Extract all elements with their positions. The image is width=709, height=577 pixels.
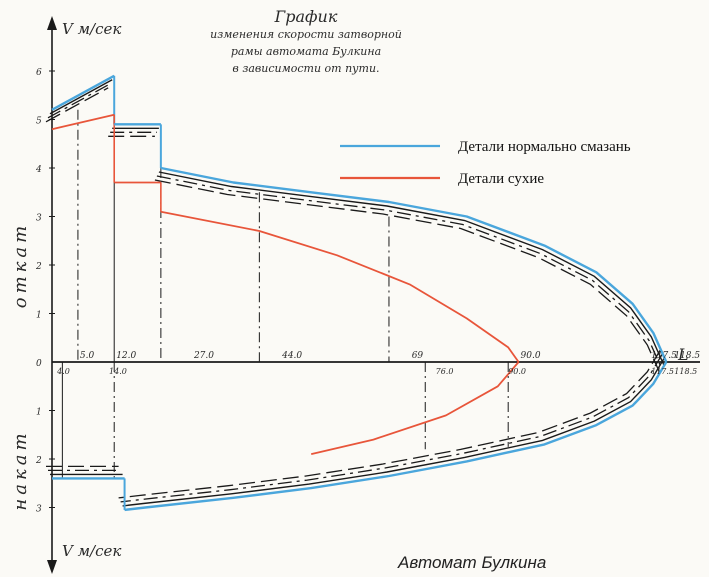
legend-label: Детали сухие: [458, 171, 544, 187]
x-tick-label-top: 12.0: [116, 351, 136, 361]
chart-subtitle-line: изменения скорости затворной: [210, 28, 402, 41]
y-tick-label-bottom: 1: [36, 408, 42, 418]
y-tick-label-top: 1: [36, 311, 42, 321]
ink-curve: [122, 357, 665, 507]
x-tick-label-top: 117.5: [651, 351, 677, 361]
y-tick-label-top: 6: [36, 68, 42, 78]
series-line-dry: [51, 113, 115, 131]
y-axis-label-bottom: V м/сек: [62, 542, 121, 560]
x-tick-label-top: 90.0: [521, 351, 541, 361]
x-tick-label-bottom: 90.0: [508, 367, 526, 376]
chart-subtitle-line: рамы автомата Булкина: [231, 45, 381, 58]
ink-curve: [118, 349, 661, 499]
x-tick-label-top: 44.0: [281, 351, 302, 361]
series-line-normal: [160, 166, 668, 363]
y-tick-label-top: 5: [36, 117, 42, 127]
x-tick-label-bottom: 76.0: [436, 367, 454, 376]
x-tick-label-top: 27.0: [193, 351, 214, 361]
x-tick-label-top: 5.0: [80, 351, 95, 361]
chart-title: График: [274, 7, 338, 26]
figure-caption: Автомат Булкина: [398, 553, 547, 572]
x-tick-label-bottom: 4.0: [56, 367, 70, 376]
ink-curve: [158, 171, 665, 367]
y-axis-label-top: V м/сек: [62, 20, 121, 38]
ink-curve: [45, 87, 109, 123]
y-tick-label-top: 4: [35, 165, 42, 175]
x-tick-label-bottom: 118.5: [674, 367, 697, 376]
ink-curve: [120, 353, 663, 503]
x-tick-label-top: 118.5: [674, 351, 700, 361]
y-tick-label-top: 2: [35, 262, 42, 272]
x-tick-label-top: 69: [412, 351, 424, 361]
y-axis-arrow-down: [47, 560, 57, 574]
ink-curve: [49, 79, 113, 115]
y-tick-label-bottom: 2: [35, 456, 42, 466]
y-tick-label-top: 3: [36, 214, 42, 224]
series-line-dry: [160, 210, 520, 363]
x-tick-label-bottom: 14.0: [109, 367, 127, 376]
side-label-bottom: накат: [10, 429, 31, 510]
y-tick-label-bottom: 3: [36, 505, 42, 515]
x-tick-label-bottom: 117.5: [651, 367, 674, 376]
ink-curve: [156, 175, 663, 371]
y-zero-label: 0: [36, 359, 42, 369]
side-label-top: откат: [10, 222, 31, 308]
y-axis-arrow-up: [47, 16, 57, 30]
series-line-normal: [51, 74, 115, 111]
ink-curve: [154, 179, 661, 375]
x-axis-label: L: [677, 345, 689, 364]
chart-subtitle-line: в зависимости от пути.: [232, 62, 379, 75]
ink-curve: [47, 83, 111, 119]
series-line-dry: [310, 361, 520, 455]
series-line-normal: [124, 361, 668, 512]
legend-label: Детали нормально смазань: [458, 139, 631, 155]
